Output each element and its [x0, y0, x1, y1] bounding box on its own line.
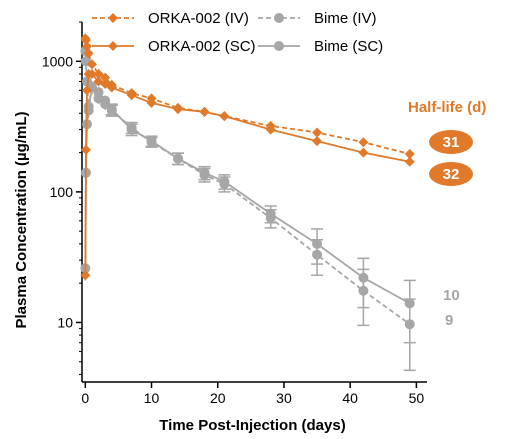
legend-label: Bime (IV) — [314, 10, 377, 27]
legend-marker — [108, 13, 118, 23]
x-tick-label: 10 — [144, 390, 160, 406]
data-point — [199, 169, 210, 180]
halflife-annotations: Half-life (d) 31 32 10 9 — [408, 99, 486, 329]
legend-item: ORKA-002 (IV) — [92, 10, 249, 27]
data-point — [219, 111, 230, 122]
data-point — [146, 93, 157, 104]
data-point — [93, 68, 104, 79]
data-point — [312, 249, 323, 260]
bime-sc-halflife-value: 10 — [443, 287, 460, 304]
y-tick-label: 10 — [57, 314, 73, 330]
orka-iv-halflife-badge — [429, 130, 473, 154]
series-bime-sc — [80, 81, 416, 344]
orka-sc-halflife-badge — [429, 162, 473, 186]
x-tick-label: 30 — [276, 390, 292, 406]
data-point — [80, 35, 91, 46]
legend-marker — [274, 13, 284, 23]
legend-label: Bime (SC) — [314, 38, 383, 55]
data-point — [265, 120, 276, 131]
data-point — [173, 102, 184, 113]
data-point — [83, 101, 94, 112]
data-point — [106, 79, 117, 90]
data-point — [80, 270, 91, 281]
data-point — [146, 137, 157, 148]
data-point — [404, 156, 415, 167]
y-axis-label: Plasma Concentration (µg/mL) — [13, 111, 30, 328]
series-line — [84, 73, 410, 276]
legend-label: ORKA-002 (SC) — [148, 38, 256, 55]
data-point — [358, 137, 369, 148]
x-tick-label: 20 — [210, 390, 226, 406]
x-tick-label: 50 — [409, 390, 425, 406]
data-point — [86, 59, 97, 70]
orka-sc-halflife-value: 32 — [443, 166, 460, 183]
series-bime-iv — [80, 44, 416, 372]
y-tick-label: 1000 — [42, 53, 73, 69]
legend-marker — [274, 41, 284, 51]
data-point — [126, 88, 137, 99]
data-point — [100, 72, 111, 83]
data-point — [106, 105, 117, 116]
x-tick-label: 40 — [342, 390, 358, 406]
series-layer — [80, 33, 416, 372]
data-point — [358, 285, 369, 296]
data-point — [265, 213, 276, 224]
halflife-title: Half-life (d) — [408, 99, 486, 116]
legend-label: ORKA-002 (IV) — [148, 10, 249, 27]
data-point — [404, 319, 415, 330]
series-orka-002-iv — [80, 33, 415, 160]
data-point — [358, 147, 369, 158]
y-tick-label: 100 — [50, 184, 74, 200]
data-point — [173, 153, 184, 164]
data-point — [81, 41, 92, 52]
data-point — [312, 127, 323, 138]
series-line — [84, 84, 411, 305]
data-point — [83, 48, 94, 59]
data-point — [199, 106, 210, 117]
bime-iv-halflife-value: 9 — [445, 312, 453, 329]
x-tick-label: 0 — [81, 390, 89, 406]
series-line — [84, 38, 410, 155]
data-point — [93, 93, 104, 104]
legend-item: ORKA-002 (SC) — [92, 38, 256, 55]
data-point — [404, 149, 415, 160]
data-point — [80, 144, 91, 155]
data-point — [86, 68, 97, 79]
legend-marker — [108, 41, 118, 51]
data-point — [81, 85, 92, 96]
data-point — [100, 99, 111, 110]
legend-item: Bime (IV) — [258, 10, 377, 27]
legend-item: Bime (SC) — [258, 38, 383, 55]
x-axis-label: Time Post-Injection (days) — [159, 417, 345, 434]
data-point — [219, 178, 230, 189]
data-point — [312, 136, 323, 147]
orka-iv-halflife-value: 31 — [443, 134, 460, 151]
data-point — [126, 122, 137, 133]
series-orka-002-sc — [80, 68, 415, 281]
legend: ORKA-002 (IV) ORKA-002 (SC) Bime (IV) Bime … — [92, 10, 383, 55]
